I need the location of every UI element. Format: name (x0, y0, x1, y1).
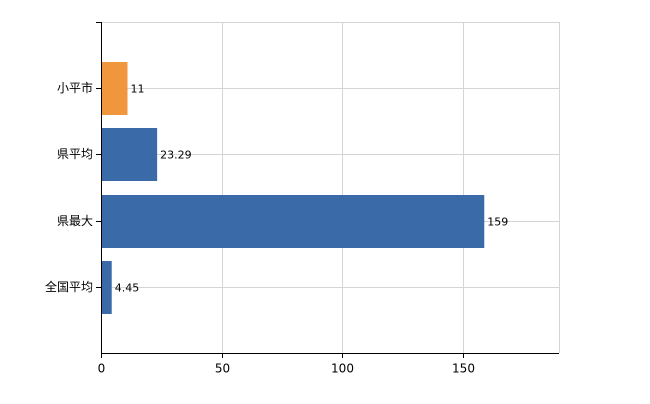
x-tick-label: 50 (215, 362, 230, 376)
data-label: 159 (487, 216, 508, 229)
bar (101, 261, 112, 314)
data-label: 11 (131, 83, 145, 96)
bar (101, 62, 128, 115)
y-tick-label: 小平市 (57, 80, 93, 95)
y-tick-label: 全国平均 (45, 279, 93, 294)
data-label: 4.45 (115, 282, 139, 295)
y-tick-label: 県平均 (57, 147, 93, 161)
bar (101, 128, 158, 181)
x-tick-label: 0 (98, 362, 106, 376)
y-tick-label: 県最大 (57, 214, 93, 228)
data-label: 23.29 (160, 149, 192, 162)
x-tick-label: 100 (331, 362, 354, 376)
bar (101, 195, 485, 248)
x-tick-label: 150 (452, 362, 475, 376)
